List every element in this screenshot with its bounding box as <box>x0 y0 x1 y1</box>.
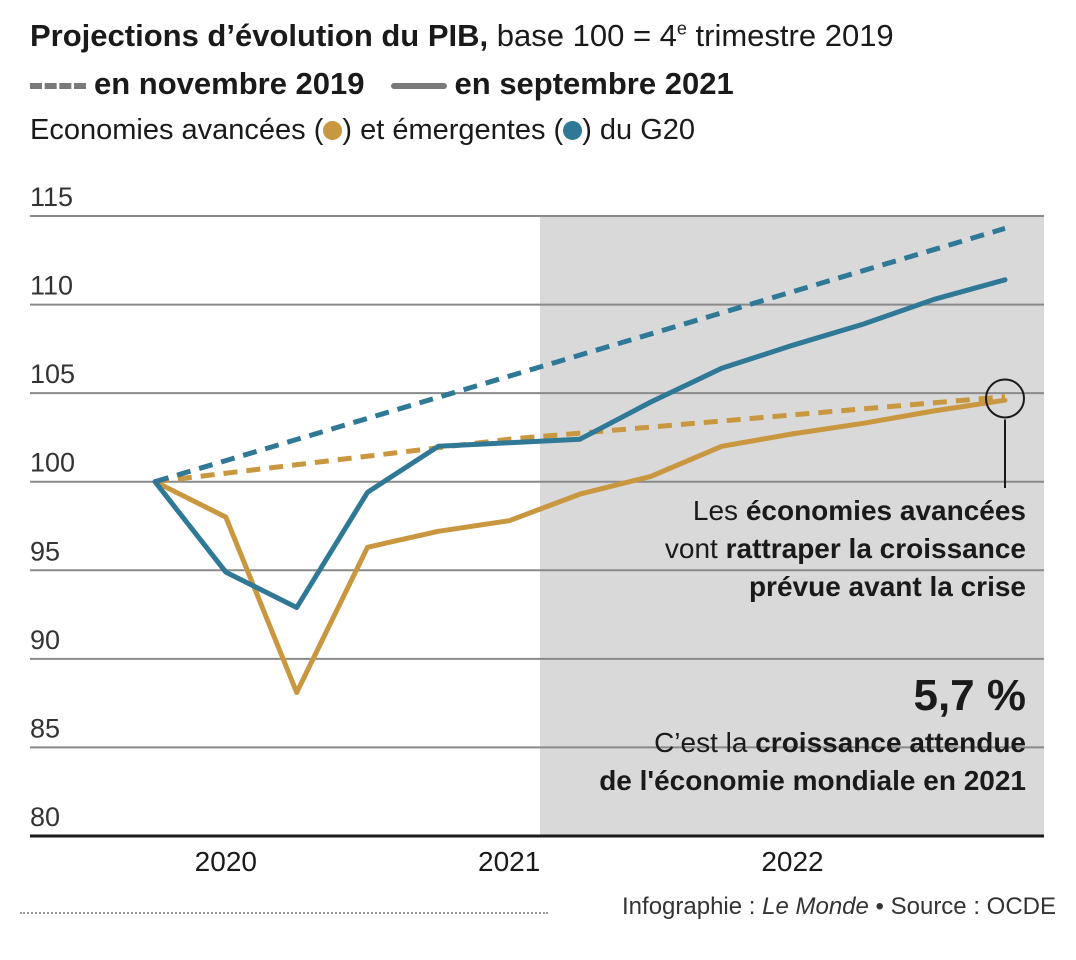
y-tick-label: 90 <box>30 625 60 655</box>
ann1-c: vont <box>664 533 726 564</box>
ann1-d: rattraper la croissance <box>725 533 1026 564</box>
legend-styles: en novembre 2019 en septembre 2021 <box>30 66 734 102</box>
series-line-emerging-sep2021 <box>152 277 1008 610</box>
ann1-a: Les <box>692 495 746 526</box>
legend-solid-swatch <box>390 82 447 89</box>
y-tick-label: 115 <box>30 182 73 212</box>
legend-solid-label: en septembre 2021 <box>454 66 734 101</box>
y-tick-label: 95 <box>30 536 60 566</box>
subtitle-part-c: ) du G20 <box>582 114 696 146</box>
highlight-circle <box>985 378 1025 419</box>
emerging-dot-icon <box>563 121 583 140</box>
advanced-dot-icon <box>323 121 343 140</box>
footer-credit: Infographie : Le Monde • Source : OCDE <box>622 893 1056 921</box>
x-tick-label: 2022 <box>761 846 823 877</box>
y-tick-label: 100 <box>30 448 75 478</box>
x-tick-label: 2020 <box>195 846 257 877</box>
y-tick-label: 110 <box>30 271 73 301</box>
subtitle-part-b: ) et émergentes ( <box>342 114 564 146</box>
footer-c: • Source : OCDE <box>868 893 1056 920</box>
y-tick-label: 85 <box>30 713 60 743</box>
title-sup: e <box>676 18 687 39</box>
subtitle-part-a: Economies avancées ( <box>30 114 324 146</box>
legend-dashed-swatch <box>30 82 86 89</box>
ann2-b: croissance attendue <box>755 727 1026 758</box>
ann2-a: C’est la <box>654 727 756 758</box>
series-line-emerging-nov2019 <box>154 226 1006 485</box>
annotation-world-growth: 5,7 % C’est la croissance attendue de l'… <box>599 668 1026 800</box>
title-bold: Projections d’évolution du PIB, <box>30 18 489 53</box>
footer-dotted-rule <box>20 912 548 914</box>
footer-a: Infographie : <box>622 893 763 920</box>
footer-b: Le Monde <box>762 893 869 920</box>
series-line-advanced-nov2019 <box>154 394 1006 485</box>
chart-subtitle: Economies avancées ( ) et émergentes ( ) d… <box>30 114 695 147</box>
x-tick-label: 2021 <box>478 846 540 877</box>
series-line-advanced-sep2021 <box>152 397 1008 695</box>
ann1-b: économies avancées <box>745 495 1026 526</box>
title-rest-a: base 100 = 4 <box>488 18 677 53</box>
growth-figure: 5,7 % <box>913 671 1026 720</box>
title-rest-b: trimestre 2019 <box>686 18 894 53</box>
legend-dashed-label: en novembre 2019 <box>94 66 365 101</box>
annotation-advanced: Les économies avancées vont rattraper la… <box>665 492 1026 606</box>
ann1-e: prévue avant la crise <box>748 571 1026 602</box>
ann2-c: de l'économie mondiale en 2021 <box>599 765 1026 796</box>
y-tick-label: 105 <box>30 359 75 389</box>
chart-title: Projections d’évolution du PIB, base 100… <box>30 18 894 54</box>
forecast-shaded-area <box>540 216 1044 836</box>
y-tick-label: 80 <box>30 802 60 832</box>
